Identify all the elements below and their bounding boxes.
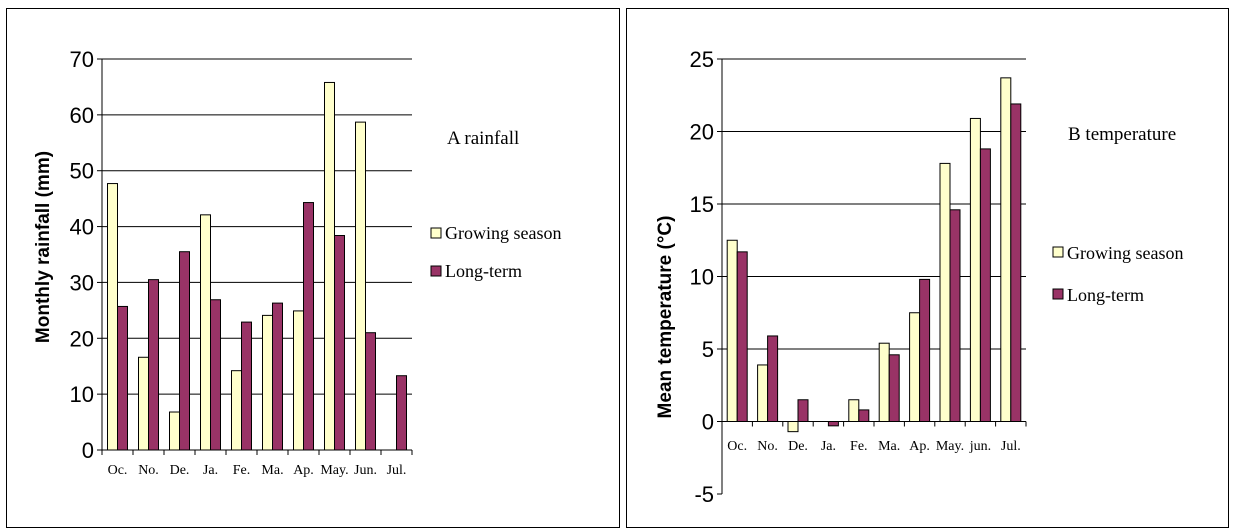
legend-label-long-term: Long-term [1067,285,1144,305]
temperature-chart-title: B temperature [1068,124,1176,145]
bar-long-term [767,335,779,423]
bar-growing-season [262,314,273,451]
legend-swatch-long-term [1052,288,1064,300]
x-tick-label: Ap. [293,463,314,478]
x-tick-label: Jul. [1001,439,1021,454]
bar-growing-season [138,356,149,451]
temperature-chart: Mean temperature (°C) B temperature -5 0 5… [655,47,1183,507]
x-tick-label: Ja. [821,439,836,454]
bar-long-term [272,302,283,451]
x-tick-label: Ma. [878,439,900,454]
legend-swatch-long-term [430,265,442,277]
y-tick-label: 20 [70,326,94,351]
bar-long-term [210,299,221,451]
x-tick-label: Ap. [909,439,930,454]
legend-label-long-term: Long-term [445,261,522,281]
bar-long-term [241,321,252,451]
legend-label-growing-season: Growing season [445,223,561,243]
y-tick-label: 30 [70,270,94,295]
x-tick-label: No. [138,463,159,478]
bar-long-term [949,209,961,422]
bar-growing-season [848,399,860,422]
rainfall-chart-panel: Monthly rainfall (mm) A rainfall 0 10 20 30… [6,8,620,528]
bar-growing-season [878,342,890,423]
temperature-y-axis-label: Mean temperature (°C) [655,216,676,419]
bar-long-term [979,148,991,422]
bar-growing-season [939,162,951,422]
bar-long-term [736,251,748,422]
bar-growing-season [293,310,304,451]
bar-growing-season [200,214,211,451]
bar-long-term [919,278,931,422]
bar-growing-season [787,421,799,433]
bar-growing-season [324,81,335,451]
y-tick-label: 0 [82,438,94,463]
bar-long-term [365,332,376,451]
y-tick-label: 70 [70,47,94,72]
bar-long-term [334,235,345,451]
x-tick-label: No. [757,439,778,454]
temperature-chart-panel: Mean temperature (°C) B temperature -5 0 5… [626,8,1229,528]
bar-growing-season [355,121,366,451]
x-tick-label: jun. [969,439,991,454]
y-tick-label: 50 [70,159,94,184]
bar-growing-season [231,370,242,451]
y-tick-label: 20 [690,120,714,145]
temperature-legend: Growing season Long-term [1052,243,1183,305]
bar-long-term [858,409,870,422]
x-tick-label: Jun. [354,463,377,478]
legend-swatch-growing-season [1052,246,1064,258]
rainfall-plot-area: 0 10 20 30 40 50 60 70 Oc. No. De. Ja. Fe. Ma. Ap. May.… [70,47,413,478]
x-tick-label: Ja. [203,463,218,478]
bar-long-term [797,399,809,422]
bar-long-term [148,279,159,451]
bar-growing-season [107,183,118,451]
bar-long-term [827,421,839,427]
bar-long-term [1010,103,1022,422]
y-tick-label: 0 [702,410,714,435]
x-tick-label: De. [170,463,190,478]
x-tick-label: Jul. [387,463,407,478]
rainfall-chart-title: A rainfall [447,128,519,149]
bar-growing-season [1000,77,1012,422]
y-tick-label: 15 [690,192,714,217]
y-tick-label: 5 [702,337,714,362]
bar-long-term [179,251,190,451]
x-tick-label: Oc. [727,439,747,454]
bar-long-term [888,354,900,422]
x-tick-label: May. [936,439,964,454]
rainfall-y-axis-label: Monthly rainfall (mm) [33,151,54,343]
legend-swatch-growing-season [430,227,442,239]
bar-growing-season [726,239,738,422]
rainfall-chart: Monthly rainfall (mm) A rainfall 0 10 20 30… [33,47,561,478]
y-tick-label: 40 [70,215,94,240]
legend-label-growing-season: Growing season [1067,243,1183,263]
y-tick-label: -5 [694,482,714,507]
bar-growing-season [909,312,921,422]
bar-growing-season [757,364,769,423]
x-tick-label: Fe. [850,439,868,454]
rainfall-legend: Growing season Long-term [430,223,561,281]
bar-growing-season [169,411,180,451]
y-tick-label: 10 [690,265,714,290]
x-tick-label: Fe. [233,463,251,478]
temperature-plot-area: -5 0 5 10 15 20 25 Oc. No. De. Ja. Fe. Ma. Ap. May. jun… [690,47,1027,507]
bar-long-term [303,202,314,451]
y-tick-label: 60 [70,103,94,128]
bar-growing-season [969,117,981,422]
x-tick-label: May. [320,463,348,478]
y-tick-label: 25 [690,47,714,72]
bar-long-term [396,375,407,451]
x-tick-label: Ma. [261,463,283,478]
y-tick-label: 10 [70,382,94,407]
x-tick-label: De. [788,439,808,454]
bar-long-term [117,305,128,451]
x-tick-label: Oc. [108,463,128,478]
